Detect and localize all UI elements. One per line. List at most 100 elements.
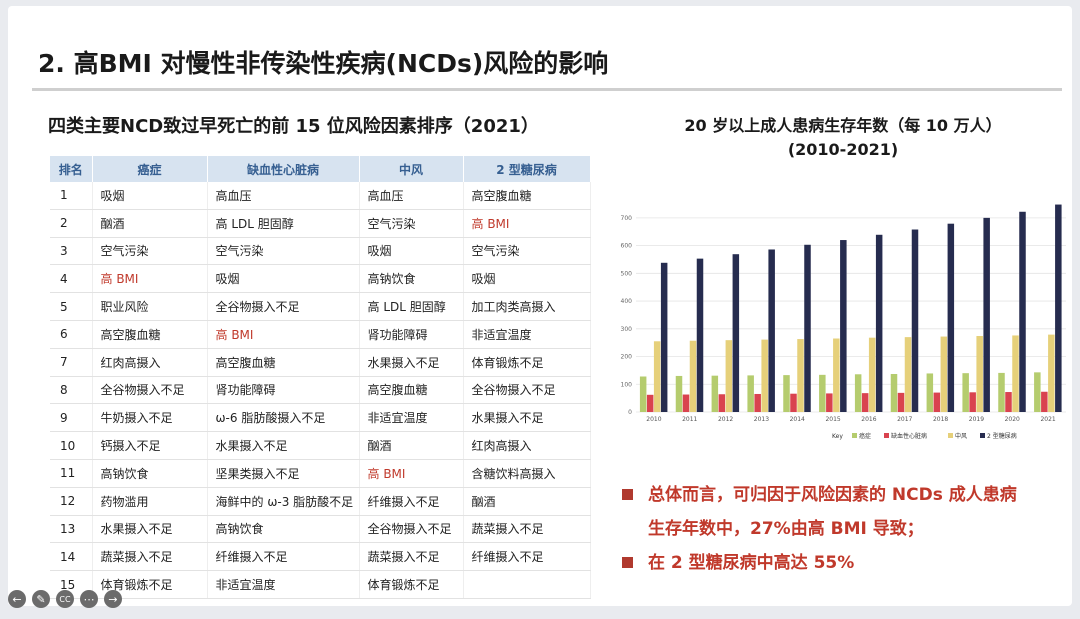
- bar-1-2010: [639, 376, 647, 412]
- y-tick-label: 300: [621, 326, 633, 333]
- risk-factor-cell: 钙摄入不足: [92, 431, 208, 460]
- rank-cell: 1: [50, 182, 93, 210]
- bar-3-2012: [725, 340, 733, 412]
- risk-factor-cell: 水果摄入不足: [463, 403, 591, 433]
- table-row: 11 高钠饮食 坚果类摄入不足高 BMI 含糖饮料高摄入: [50, 459, 591, 488]
- legend-key-label: Key: [832, 433, 843, 440]
- bar-1-2014: [783, 375, 790, 412]
- risk-factor-cell: 高钠饮食: [92, 459, 208, 488]
- presentation-controls: ← ✎ CC ⋯ →: [8, 590, 122, 610]
- bar-4-2019: [983, 217, 990, 412]
- risk-factor-cell: 加工肉类高摄入: [463, 292, 591, 321]
- risk-factor-cell: 高空腹血糖: [463, 182, 591, 210]
- risk-factor-cell: 全谷物摄入不足: [359, 515, 464, 544]
- risk-factor-cell: 空气污染: [463, 237, 591, 266]
- bar-4-2020: [1019, 211, 1026, 412]
- bar-4-2021: [1055, 204, 1062, 412]
- table-row: 13 水果摄入不足 高钠饮食 全谷物摄入不足 蔬菜摄入不足: [50, 515, 591, 544]
- risk-factor-cell: 蔬菜摄入不足: [92, 542, 208, 572]
- x-tick-label: 2016: [861, 416, 876, 423]
- legend-label: 2 型糖尿病: [987, 432, 1017, 440]
- forward-arrow-icon[interactable]: →: [104, 590, 122, 608]
- risk-factor-cell: 全谷物摄入不足: [92, 376, 208, 405]
- bar-3-2016: [868, 337, 876, 412]
- header-type2-diabetes: 2 型糖尿病: [463, 156, 591, 182]
- legend-swatch: [980, 433, 985, 438]
- cc-icon[interactable]: CC: [56, 590, 74, 608]
- risk-factor-cell: 高血压: [207, 182, 360, 210]
- back-arrow-icon[interactable]: ←: [8, 590, 26, 608]
- title-divider: [32, 88, 1062, 91]
- bar-2-2017: [897, 392, 905, 412]
- table-row: 15 体育锻炼不足 非适宜温度 体育锻炼不足: [50, 570, 591, 599]
- bar-4-2012: [732, 254, 740, 412]
- legend-swatch: [852, 433, 857, 438]
- legend-swatch: [948, 433, 953, 438]
- rank-cell: 7: [50, 348, 93, 377]
- risk-factor-cell: 蔬菜摄入不足: [463, 515, 591, 544]
- x-tick-label: 2019: [969, 416, 984, 423]
- risk-factor-cell: 红肉高摄入: [92, 348, 208, 377]
- bullet-item: 在 2 型糖尿病中高达 55%: [622, 546, 1080, 580]
- y-tick-label: 0: [628, 409, 632, 416]
- risk-factor-cell: 非适宜温度: [359, 403, 464, 433]
- bar-1-2015: [819, 374, 826, 412]
- bullet-2: 在 2 型糖尿病中高达 55%: [648, 553, 855, 573]
- risk-factor-table: 排名 癌症 缺血性心脏病 中风 2 型糖尿病 1 吸烟 高血压 高血压 高空腹血糖 2 酗酒…: [50, 156, 591, 599]
- bar-3-2011: [689, 340, 697, 412]
- risk-factor-cell: 牛奶摄入不足: [92, 403, 208, 433]
- x-tick-label: 2010: [646, 416, 661, 423]
- bar-2-2012: [718, 394, 726, 412]
- legend-label: 癌症: [859, 432, 871, 440]
- bar-1-2021: [1034, 372, 1041, 412]
- risk-factor-cell: ω-6 脂肪酸摄入不足: [207, 403, 360, 433]
- risk-factor-cell: 空气污染: [359, 209, 464, 238]
- table-heading: 四类主要NCD致过早死亡的前 15 位风险因素排序（2021）: [48, 116, 539, 137]
- bar-chart: 0 100 200 300 400 500 600 700 2010 2011 2012 2013 20…: [621, 204, 1066, 440]
- bar-4-2016: [875, 234, 883, 412]
- risk-factor-cell: 高 BMI: [207, 320, 360, 349]
- risk-factor-cell: 坚果类摄入不足: [207, 459, 360, 488]
- risk-factor-cell: 全谷物摄入不足: [207, 292, 360, 321]
- rank-cell: 11: [50, 459, 93, 488]
- bar-2-2020: [1005, 392, 1012, 412]
- rank-cell: 4: [50, 264, 93, 294]
- legend-label: 缺血性心脏病: [891, 432, 927, 440]
- rank-cell: 12: [50, 487, 93, 516]
- chart-title-line2: (2010-2021): [787, 140, 899, 159]
- rank-cell: 2: [50, 209, 93, 238]
- risk-factor-cell: 高空腹血糖: [207, 348, 360, 377]
- bar-3-2019: [976, 336, 983, 412]
- risk-factor-cell: 酗酒: [359, 431, 464, 460]
- bar-2-2021: [1041, 391, 1048, 412]
- bullet-1-line-1: 总体而言，可归因于风险因素的 NCDs 成人患病: [648, 485, 1017, 505]
- x-tick-label: 2012: [718, 416, 733, 423]
- table-row: 8 全谷物摄入不足 肾功能障碍 高空腹血糖 全谷物摄入不足: [50, 376, 591, 405]
- risk-factor-cell: 蔬菜摄入不足: [359, 542, 464, 572]
- bar-1-2016: [854, 374, 862, 412]
- bar-3-2014: [797, 339, 804, 412]
- risk-factor-cell: 药物滥用: [92, 487, 208, 516]
- risk-factor-cell: 高钠饮食: [359, 264, 464, 294]
- bar-3-2018: [940, 336, 948, 412]
- header-cancer: 癌症: [92, 156, 208, 182]
- pen-icon[interactable]: ✎: [32, 590, 50, 608]
- more-icon[interactable]: ⋯: [80, 590, 98, 608]
- bar-1-2017: [890, 374, 898, 412]
- bar-1-2013: [747, 375, 754, 412]
- risk-factor-cell: [463, 570, 591, 599]
- slide: 2. 高BMI 对慢性非传染性疾病(NCDs)风险的影响 四类主要NCD致过早死…: [8, 6, 1072, 606]
- legend-label: 中风: [955, 432, 967, 440]
- bar-1-2012: [711, 375, 719, 412]
- risk-factor-cell: 吸烟: [359, 237, 464, 266]
- table-row: 3 空气污染 空气污染 吸烟 空气污染: [50, 237, 591, 266]
- x-tick-label: 2011: [682, 416, 697, 423]
- bar-2-2019: [969, 392, 976, 412]
- risk-factor-cell: 吸烟: [92, 182, 208, 210]
- risk-factor-cell: 含糖饮料高摄入: [463, 459, 591, 488]
- table-row: 2 酗酒高 LDL 胆固醇 空气污染高 BMI: [50, 209, 591, 238]
- risk-factor-cell: 水果摄入不足: [359, 348, 464, 377]
- risk-factor-cell: 水果摄入不足: [207, 431, 360, 460]
- risk-factor-cell: 高 BMI: [463, 209, 591, 238]
- risk-factor-cell: 肾功能障碍: [207, 376, 360, 405]
